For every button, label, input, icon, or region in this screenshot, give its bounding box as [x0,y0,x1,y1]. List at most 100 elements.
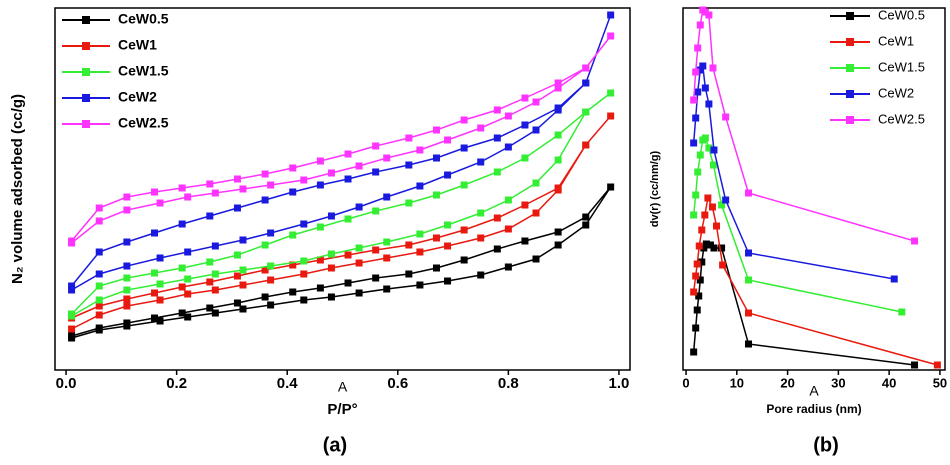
marker [316,181,324,189]
marker [521,201,529,209]
marker [460,256,468,264]
marker [300,257,308,265]
marker [722,113,730,121]
marker [316,157,324,165]
marker [432,264,440,272]
marker [504,143,512,151]
marker [206,278,214,286]
marker [68,332,76,340]
marker [460,226,468,234]
series-line [692,136,902,313]
marker [178,283,186,291]
marker [460,181,468,189]
marker [504,225,512,233]
marker [582,213,590,221]
marker [416,230,424,238]
marker [289,288,297,296]
marker [405,199,413,207]
marker [460,116,468,124]
marker [690,211,698,219]
marker [239,281,247,289]
x-tick-label: 0.4 [277,375,299,392]
marker [709,161,717,169]
legend-label: CeW2 [878,85,914,100]
marker [705,100,713,108]
marker [95,296,103,304]
x-tick-label: 0 [682,375,689,390]
legend-marker [846,12,854,20]
marker [289,188,297,196]
x-tick-label: 0.2 [166,375,187,392]
legend-marker [82,42,90,50]
marker [372,168,380,176]
marker [239,185,247,193]
series-line [71,14,612,291]
legend-label: CeW0.5 [118,11,169,27]
marker [745,249,752,257]
x-tick-label: 0.6 [387,375,408,392]
marker [184,275,192,283]
marker [178,220,186,228]
marker [708,203,716,211]
marker [699,62,707,70]
marker [493,134,501,142]
legend-label: CeW0.5 [878,7,925,22]
legend-marker [82,120,90,128]
marker [355,203,363,211]
marker [532,98,540,106]
annotation: A [809,383,819,399]
marker [607,89,615,97]
marker [690,288,698,296]
marker [156,296,164,304]
marker [327,250,335,258]
marker [211,286,219,294]
marker [156,317,164,325]
marker [444,171,452,179]
marker [405,161,413,169]
legend-marker [846,116,854,124]
marker [532,126,540,134]
panel-label: (a) [323,434,347,456]
marker [151,269,159,277]
marker [355,259,363,267]
marker [123,206,131,214]
marker [493,214,501,222]
marker [344,215,352,223]
annotation: A [338,379,348,395]
x-tick-label: 50 [933,375,947,390]
marker [95,324,103,332]
marker [267,301,275,309]
marker [233,204,241,212]
marker [582,141,590,149]
marker [184,248,192,256]
x-axis-label: Pore radius (nm) [766,402,861,416]
marker [554,131,562,139]
marker [327,264,335,272]
marker [416,248,424,256]
marker [151,289,159,297]
marker [709,64,717,72]
marker [710,244,718,252]
marker [95,248,103,256]
marker [211,189,219,197]
marker [372,274,380,282]
marker [698,226,706,234]
marker [696,276,704,284]
marker [933,361,941,369]
x-tick-label: 30 [831,375,845,390]
marker [156,254,164,262]
marker [477,158,485,166]
marker [911,237,919,245]
marker [239,266,247,274]
x-axis-label: P/P° [327,401,357,418]
marker [316,256,324,264]
marker [68,237,76,245]
y-axis-label: N₂ volume adsorbed (cc/g) [9,94,26,284]
marker [383,254,391,262]
marker [233,175,241,183]
marker [267,229,275,237]
marker [267,276,275,284]
marker [692,191,700,199]
marker [493,106,501,114]
